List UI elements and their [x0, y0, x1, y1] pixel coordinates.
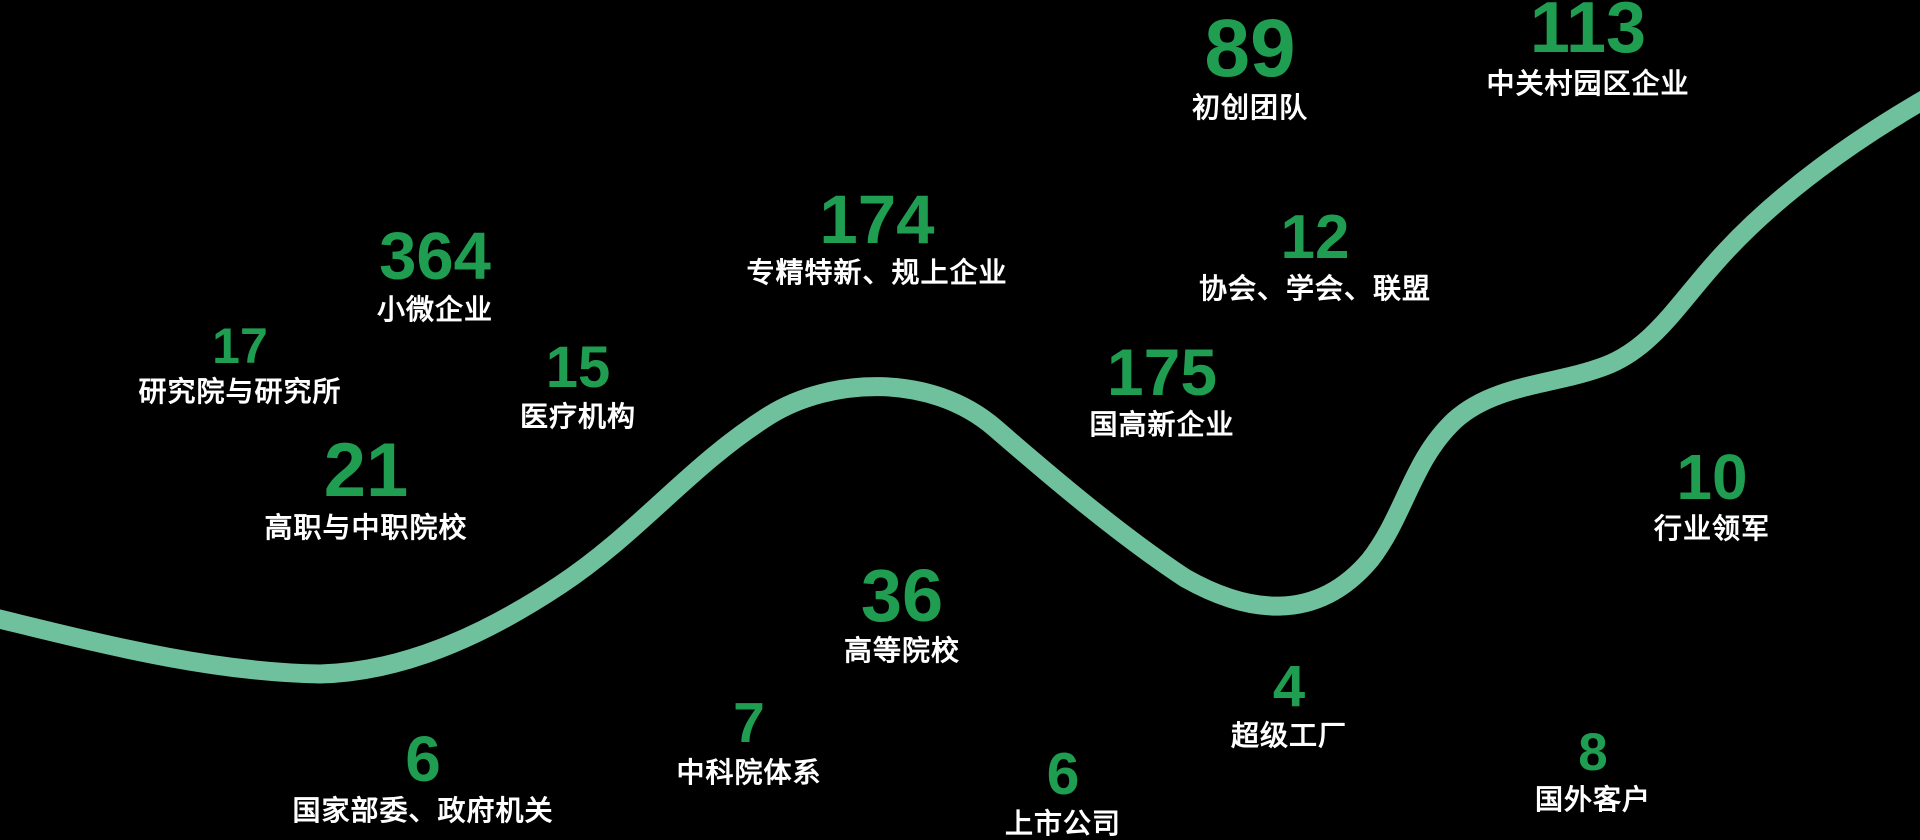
stat-label: 研究院与研究所 — [138, 376, 342, 407]
stat-national-hightech-enterprises: 175 国高新企业 — [1089, 335, 1235, 441]
stat-value: 174 — [819, 181, 935, 258]
stat-label: 高职与中职院校 — [264, 511, 468, 543]
wave-line — [0, 91, 1920, 684]
stat-associations-alliances: 12 协会、学会、联盟 — [1198, 203, 1432, 305]
stat-value: 364 — [379, 219, 491, 294]
stat-value: 36 — [860, 554, 944, 637]
stat-label: 中关村园区企业 — [1486, 67, 1690, 99]
stat-label: 国高新企业 — [1089, 408, 1235, 440]
stat-vocational-colleges: 21 高职与中职院校 — [264, 428, 468, 544]
stat-specialized-enterprises: 174 专精特新、规上企业 — [746, 181, 1008, 289]
stat-label: 上市公司 — [1004, 808, 1122, 840]
stat-government-agencies: 6 国家部委、政府机关 — [292, 723, 554, 827]
stat-label: 医疗机构 — [519, 401, 637, 433]
stat-industry-leaders: 10 行业领军 — [1653, 441, 1771, 545]
stat-label: 初创团队 — [1191, 91, 1309, 123]
stat-value: 175 — [1106, 335, 1218, 409]
stat-label: 国外客户 — [1534, 784, 1652, 816]
stat-zhongguancun-park-enterprises: 113 中关村园区企业 — [1486, 0, 1689, 100]
stat-label: 国家部委、政府机关 — [292, 795, 554, 827]
stat-value: 8 — [1578, 723, 1608, 782]
stat-higher-education: 36 高等院校 — [843, 554, 961, 667]
stat-startup-teams: 89 初创团队 — [1191, 3, 1309, 124]
stat-super-factories: 4 超级工厂 — [1230, 654, 1348, 753]
stat-value: 15 — [545, 335, 611, 400]
stat-small-micro-enterprises: 364 小微企业 — [376, 219, 494, 326]
stat-label: 小微企业 — [376, 293, 494, 325]
stat-value: 6 — [405, 723, 441, 795]
stat-label: 专精特新、规上企业 — [746, 257, 1008, 289]
stat-value: 4 — [1272, 654, 1306, 719]
stat-label: 行业领军 — [1653, 513, 1771, 545]
stat-value: 6 — [1046, 741, 1080, 807]
stat-label: 中科院体系 — [676, 756, 822, 788]
stat-label: 超级工厂 — [1230, 720, 1348, 752]
stat-label: 高等院校 — [843, 635, 961, 667]
stat-overseas-clients: 8 国外客户 — [1534, 723, 1652, 817]
stat-value: 17 — [212, 318, 268, 374]
stat-cas-system: 7 中科院体系 — [676, 691, 822, 789]
stat-value: 21 — [323, 428, 409, 513]
stat-medical-institutions: 15 医疗机构 — [519, 335, 637, 434]
stat-research-institutes: 17 研究院与研究所 — [138, 318, 342, 408]
stat-value: 7 — [733, 691, 765, 755]
stat-label: 协会、学会、联盟 — [1198, 272, 1432, 304]
stat-value: 12 — [1280, 203, 1350, 272]
stat-value: 113 — [1529, 0, 1647, 68]
stat-listed-companies: 6 上市公司 — [1004, 741, 1122, 840]
stat-value: 10 — [1676, 441, 1748, 513]
stat-value: 89 — [1204, 3, 1296, 94]
